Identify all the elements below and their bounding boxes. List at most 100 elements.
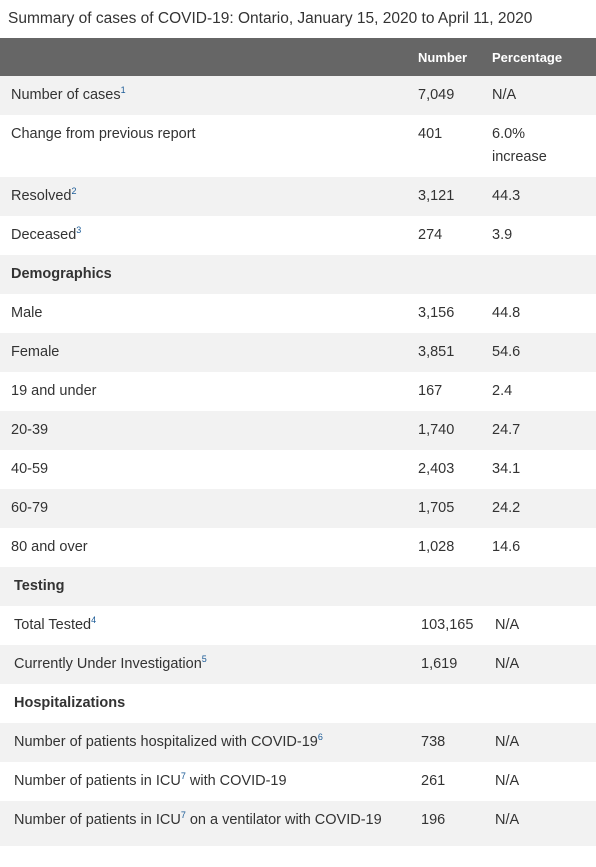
footnote-reference-link[interactable]: 5 <box>201 654 207 665</box>
table-row: Total Tested4 103,165 N/A <box>0 606 596 645</box>
number-cell <box>410 684 484 723</box>
table-row: Currently Under Investigation5 1,619 N/A <box>0 645 596 684</box>
percentage-cell: N/A <box>484 645 596 684</box>
row-label: 60-79 <box>0 489 410 528</box>
section-header-row: Demographics <box>0 255 596 294</box>
section-title: Testing <box>0 567 410 606</box>
number-cell: 196 <box>410 801 484 843</box>
percentage-cell <box>484 567 596 606</box>
footnote-reference-link[interactable]: 3 <box>76 225 82 236</box>
number-cell: 2,403 <box>410 450 484 489</box>
row-label-text: Resolved <box>11 188 72 204</box>
row-label: Number of patients in ICU7 on a ventilat… <box>0 801 410 843</box>
row-label: Total Tested4 <box>0 606 410 645</box>
table-row: Number of patients in ICU7 with COVID-19… <box>0 762 596 801</box>
table-caption: Summary of cases of COVID-19: Ontario, J… <box>8 10 533 27</box>
table-bottom-border <box>0 843 596 846</box>
percentage-cell: 44.8 <box>484 294 596 333</box>
row-label-text: Change from previous report <box>11 126 196 142</box>
row-label-text: Number of patients in ICU <box>14 812 181 828</box>
table-row: Change from previous report 401 6.0% incre… <box>0 115 596 177</box>
percentage-cell: N/A <box>484 801 596 843</box>
percentage-cell: 3.9 <box>484 216 596 255</box>
row-label-text: Male <box>11 305 43 321</box>
row-label-text-continued: with COVID-19 <box>185 773 287 789</box>
table-row: Resolved2 3,121 44.3 <box>0 177 596 216</box>
row-label: Deceased3 <box>0 216 410 255</box>
percentage-cell: N/A <box>484 723 596 762</box>
section-title: Hospitalizations <box>0 684 410 723</box>
table-row: 60-79 1,705 24.2 <box>0 489 596 528</box>
percentage-cell: 54.6 <box>484 333 596 372</box>
percentage-cell: 2.4 <box>484 372 596 411</box>
header-percentage-column: Percentage <box>484 38 596 76</box>
row-label: Change from previous report <box>0 115 410 177</box>
number-cell: 7,049 <box>410 76 484 115</box>
row-label-text: 19 and under <box>11 383 97 399</box>
number-cell: 261 <box>410 762 484 801</box>
row-label-text-continued: on a ventilator with COVID-19 <box>185 812 382 828</box>
footnote-reference-link[interactable]: 4 <box>91 615 97 626</box>
row-label-text: 40-59 <box>11 461 49 477</box>
footnote-reference-link[interactable]: 7 <box>180 810 186 821</box>
number-cell: 274 <box>410 216 484 255</box>
percentage-cell: N/A <box>484 606 596 645</box>
row-label-text: Number of patients hospitalized with COV… <box>14 734 318 750</box>
footnote-reference-link[interactable]: 7 <box>180 771 186 782</box>
row-label: Currently Under Investigation5 <box>0 645 410 684</box>
row-label: Male <box>0 294 410 333</box>
header-label-column <box>0 38 410 76</box>
row-label-text: Total Tested <box>14 617 92 633</box>
number-cell: 1,028 <box>410 528 484 567</box>
row-label: 80 and over <box>0 528 410 567</box>
percentage-cell: 24.2 <box>484 489 596 528</box>
footnote-reference-link[interactable]: 1 <box>120 85 126 96</box>
percentage-cell: 44.3 <box>484 177 596 216</box>
table-row: 40-59 2,403 34.1 <box>0 450 596 489</box>
row-label: Resolved2 <box>0 177 410 216</box>
row-label-text: 60-79 <box>11 500 49 516</box>
footnote-reference-link[interactable]: 2 <box>71 186 77 197</box>
percentage-cell: 14.6 <box>484 528 596 567</box>
number-cell: 1,740 <box>410 411 484 450</box>
percentage-cell: 34.1 <box>484 450 596 489</box>
table-header-row: Number Percentage <box>0 38 596 76</box>
number-cell: 1,619 <box>410 645 484 684</box>
covid-summary-table: Number Percentage Number of cases1 7,049 N… <box>0 38 596 843</box>
percentage-cell <box>484 684 596 723</box>
table-body: Number of cases1 7,049 N/A Change from prev… <box>0 76 596 843</box>
percentage-text: 6.0% increase <box>492 126 547 165</box>
number-cell: 1,705 <box>410 489 484 528</box>
row-label-text: Hospitalizations <box>14 695 126 711</box>
row-label-text: Number of cases <box>11 87 121 103</box>
row-label-text: 80 and over <box>11 539 88 555</box>
number-cell: 401 <box>410 115 484 177</box>
row-label-text: Testing <box>14 578 65 594</box>
number-cell: 3,121 <box>410 177 484 216</box>
row-label-text: Deceased <box>11 227 77 243</box>
percentage-cell: 24.7 <box>484 411 596 450</box>
number-cell: 738 <box>410 723 484 762</box>
table-row: Deceased3 274 3.9 <box>0 216 596 255</box>
table-row: Male 3,156 44.8 <box>0 294 596 333</box>
section-header-row: Testing <box>0 567 596 606</box>
row-label: 40-59 <box>0 450 410 489</box>
row-label-text: Demographics <box>11 266 112 282</box>
footnote-reference-link[interactable]: 6 <box>317 732 323 743</box>
row-label-text: Female <box>11 344 60 360</box>
number-cell: 3,156 <box>410 294 484 333</box>
table-row: 20-39 1,740 24.7 <box>0 411 596 450</box>
table-row: Number of cases1 7,049 N/A <box>0 76 596 115</box>
row-label: Number of cases1 <box>0 76 410 115</box>
row-label: Number of patients hospitalized with COV… <box>0 723 410 762</box>
table-row: Number of patients hospitalized with COV… <box>0 723 596 762</box>
table-row: Female 3,851 54.6 <box>0 333 596 372</box>
percentage-cell <box>484 255 596 294</box>
table-row: Number of patients in ICU7 on a ventilat… <box>0 801 596 843</box>
table-row: 19 and under 167 2.4 <box>0 372 596 411</box>
row-label: 20-39 <box>0 411 410 450</box>
section-header-row: Hospitalizations <box>0 684 596 723</box>
number-cell: 103,165 <box>410 606 484 645</box>
number-cell <box>410 255 484 294</box>
header-number-column: Number <box>410 38 484 76</box>
